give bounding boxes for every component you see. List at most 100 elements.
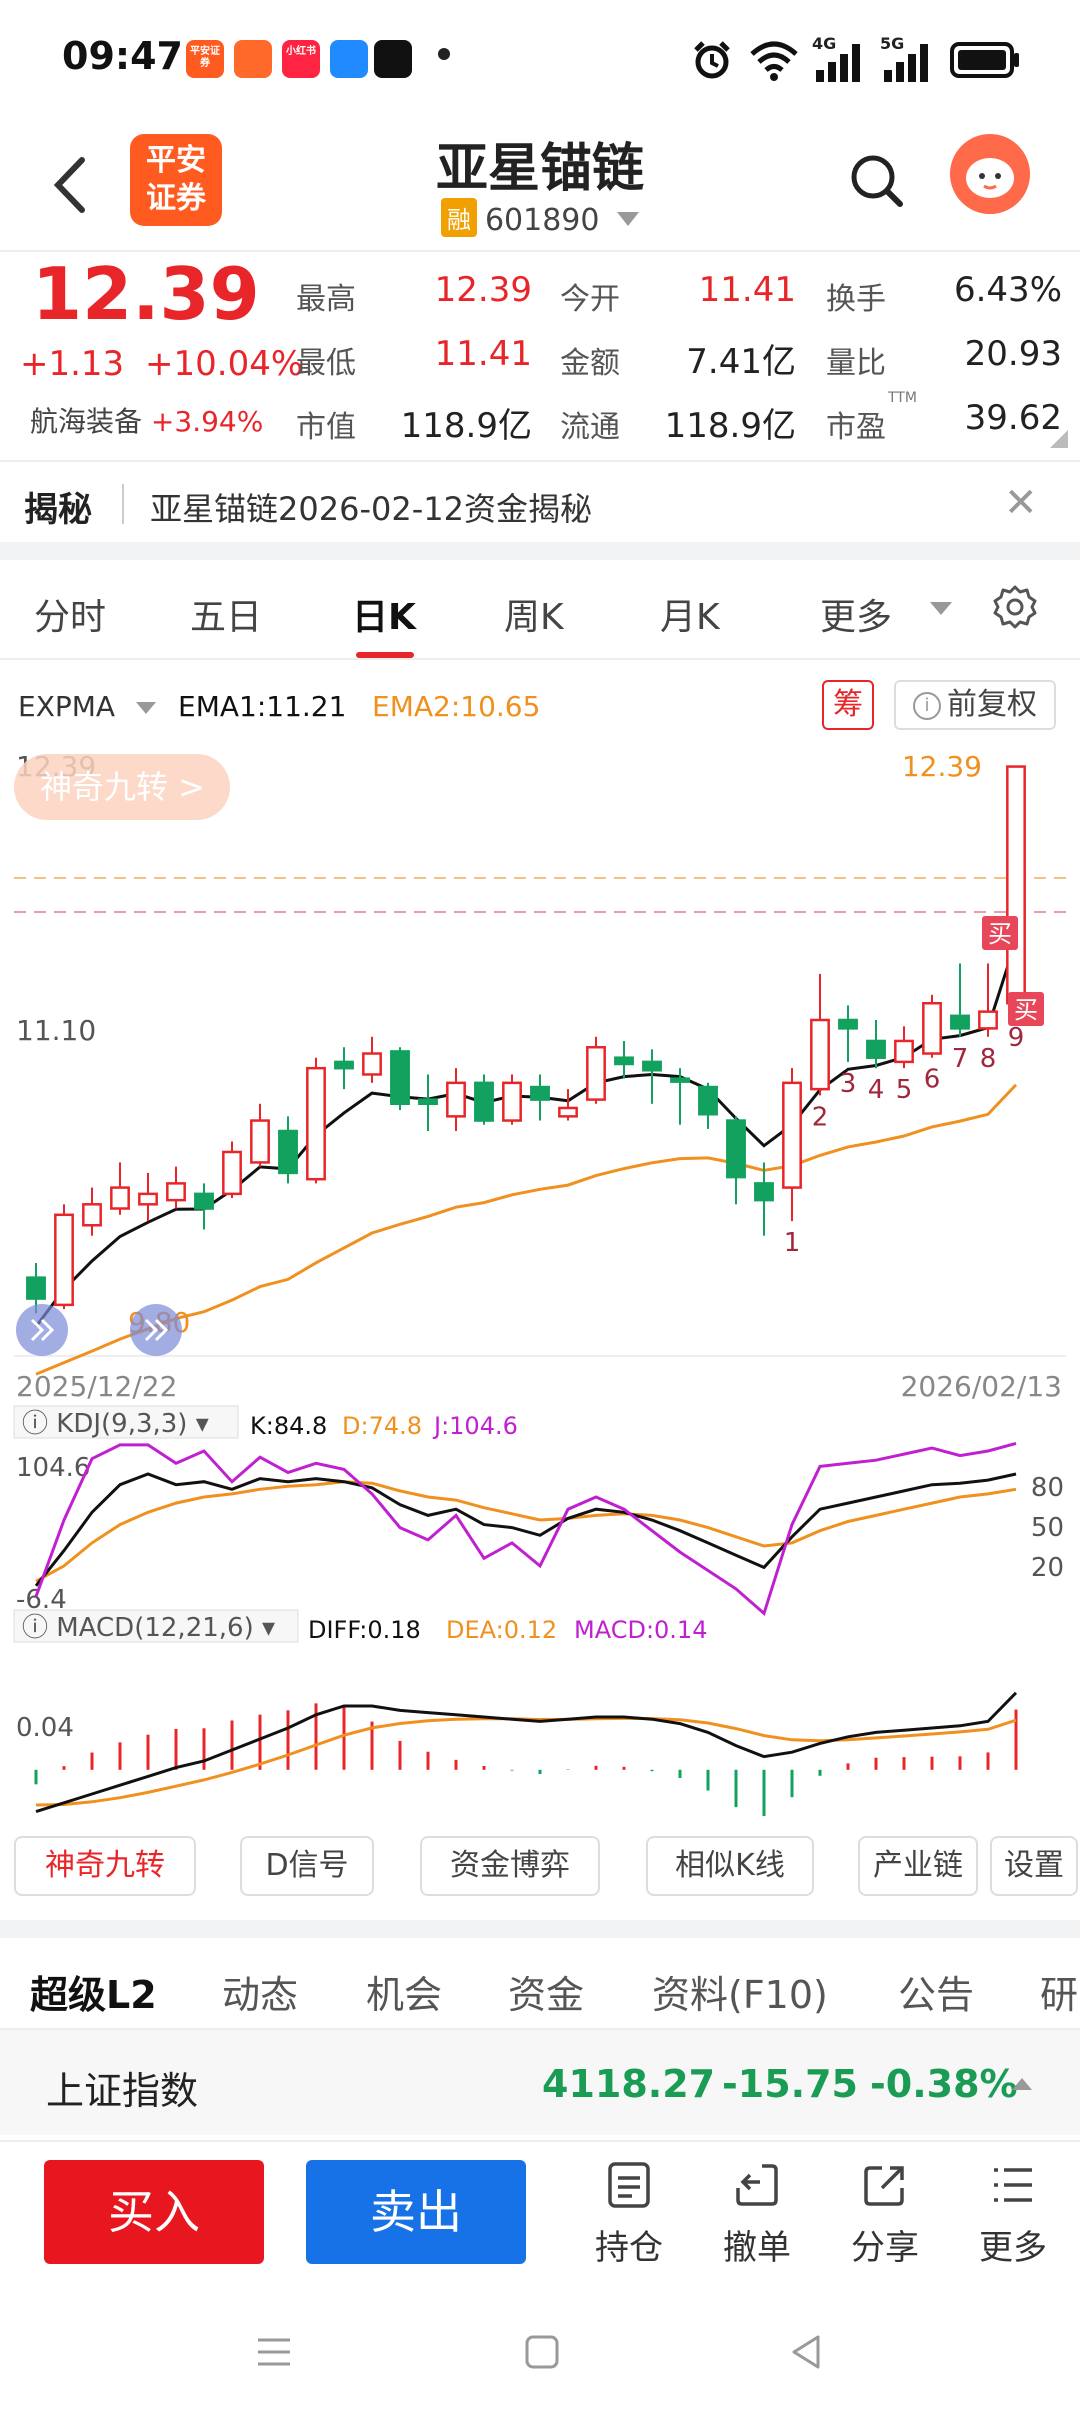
info-tab[interactable]: 机会 <box>366 1973 443 2017</box>
candle[interactable] <box>670 1068 690 1125</box>
broker-logo[interactable]: 平安 证券 <box>130 134 222 226</box>
tool-button[interactable]: 神奇九转 <box>14 1836 196 1896</box>
fullscreen-icon[interactable] <box>130 1304 182 1356</box>
candle[interactable] <box>922 994 942 1058</box>
tool-button[interactable]: 相似K线 <box>646 1836 814 1896</box>
tool-button[interactable]: D信号 <box>240 1836 374 1896</box>
tab-period[interactable]: 五日 <box>190 597 263 638</box>
indicator-chevron-icon[interactable] <box>136 702 156 714</box>
info-tab[interactable]: 动态 <box>222 1973 299 2017</box>
candle[interactable] <box>978 963 998 1037</box>
tool-button[interactable]: 资金博弈 <box>420 1836 600 1896</box>
stock-code-selector[interactable]: 融 601890 <box>0 198 1080 238</box>
candle[interactable] <box>754 1162 774 1236</box>
candle[interactable] <box>306 1057 326 1184</box>
tool-button[interactable]: 设置 <box>990 1836 1078 1896</box>
recent-apps-icon[interactable] <box>254 2332 294 2372</box>
candle[interactable] <box>950 963 970 1037</box>
tab-period[interactable]: 月K <box>660 597 720 638</box>
tab-period[interactable]: 分时 <box>34 597 107 638</box>
info-tab[interactable]: 研 <box>1040 1973 1079 2017</box>
index-ticker[interactable]: 上证指数 4118.27 -15.75 -0.38% <box>0 2030 1080 2135</box>
candle[interactable] <box>250 1103 270 1167</box>
buy-marker[interactable]: 买 <box>1008 992 1044 1026</box>
candle[interactable] <box>418 1074 438 1132</box>
stat-value: 118.9亿 <box>400 406 532 446</box>
candle[interactable] <box>474 1074 494 1125</box>
positions-button[interactable]: 持仓 <box>584 2160 674 2269</box>
candle[interactable] <box>502 1074 522 1125</box>
logo-line1: 平安 <box>146 143 206 178</box>
search-icon[interactable] <box>846 150 906 210</box>
buy-button[interactable]: 买入 <box>44 2160 264 2264</box>
ema1-value: EMA1:11.21 <box>178 690 347 723</box>
expand-corner-icon[interactable] <box>1050 430 1068 448</box>
candle[interactable] <box>334 1047 354 1090</box>
candle[interactable] <box>614 1040 634 1079</box>
date-start-label: 2025/12/22 <box>16 1370 177 1403</box>
info-tab[interactable]: 资料(F10) <box>652 1973 828 2017</box>
tab-period[interactable]: 周K <box>504 597 564 638</box>
magic-nine-badge[interactable]: 神奇九转 > <box>14 754 230 820</box>
tool-button[interactable]: 产业链 <box>858 1836 978 1896</box>
more-chevron-icon[interactable] <box>930 602 952 615</box>
sector-info[interactable]: 航海装备 +3.94% <box>30 400 263 440</box>
candle[interactable] <box>138 1172 158 1222</box>
candle[interactable] <box>1006 765 1026 1016</box>
candle[interactable] <box>278 1116 298 1184</box>
share-button[interactable]: 分享 <box>840 2160 930 2269</box>
macd-header[interactable]: ⓘ MACD(12,21,6) ▾ <box>13 1609 299 1643</box>
section-gap <box>0 542 1080 560</box>
candle[interactable] <box>110 1162 130 1215</box>
kline-chart[interactable]: 123456789买买12.3911.1012.399.802025/12/22… <box>0 740 1080 1830</box>
tab-period[interactable]: 日K <box>352 597 416 638</box>
back-nav-icon[interactable] <box>786 2332 826 2372</box>
candle[interactable] <box>362 1036 382 1083</box>
candle[interactable] <box>166 1166 186 1209</box>
candle[interactable] <box>782 1068 802 1222</box>
candle[interactable] <box>726 1116 746 1205</box>
candle[interactable] <box>838 1005 858 1062</box>
home-icon[interactable] <box>522 2332 562 2372</box>
candle[interactable] <box>530 1074 550 1121</box>
buy-marker[interactable]: 买 <box>982 916 1018 950</box>
candle[interactable] <box>222 1141 242 1199</box>
tab-period[interactable]: 更多 <box>820 597 893 638</box>
candle[interactable] <box>558 1089 578 1121</box>
gear-icon[interactable] <box>990 582 1040 632</box>
candle[interactable] <box>586 1036 606 1104</box>
candle[interactable] <box>390 1047 410 1111</box>
candle[interactable] <box>54 1204 74 1310</box>
kdj-header[interactable]: ⓘ KDJ(9,3,3) ▾ <box>13 1405 239 1439</box>
info-tab[interactable]: 超级L2 <box>30 1973 157 2017</box>
macd-name: ⓘ MACD(12,21,6) ▾ <box>22 1613 275 1643</box>
info-tab[interactable]: 公告 <box>898 1973 975 2017</box>
candle[interactable] <box>446 1068 466 1132</box>
candle[interactable] <box>810 973 830 1096</box>
notice-text[interactable]: 亚星锚链2026-02-12资金揭秘 <box>150 490 592 528</box>
sell-button[interactable]: 卖出 <box>306 2160 526 2264</box>
info-tab[interactable]: 资金 <box>508 1973 585 2017</box>
last-price: 12.39 <box>32 252 260 336</box>
tool-buttons: 神奇九转 D信号 资金博弈 相似K线 产业链 设置 <box>0 1836 1080 1896</box>
candle[interactable] <box>866 1020 886 1069</box>
chip-button[interactable]: 筹 <box>822 680 874 730</box>
candle[interactable] <box>82 1187 102 1236</box>
candle[interactable] <box>894 1026 914 1069</box>
back-arrow-icon[interactable] <box>40 150 100 220</box>
close-icon[interactable]: ✕ <box>1004 480 1038 526</box>
candle[interactable] <box>642 1049 662 1104</box>
adjust-button[interactable]: i 前复权 <box>894 680 1056 730</box>
chevron-up-icon[interactable] <box>1012 2078 1032 2090</box>
more-button[interactable]: 更多 <box>968 2160 1058 2269</box>
expand-sidebar-icon[interactable] <box>16 1304 68 1356</box>
candle[interactable] <box>194 1183 214 1230</box>
stat-value: 12.39 <box>434 270 532 310</box>
stat-label: 量比 <box>826 346 886 381</box>
indicator-selector[interactable]: EXPMA <box>18 690 116 723</box>
assistant-avatar-icon[interactable] <box>950 134 1030 214</box>
candle[interactable] <box>698 1082 718 1129</box>
kdj-j-line <box>34 1441 1017 1617</box>
fund-reveal-notice[interactable]: 揭秘 亚星锚链2026-02-12资金揭秘 ✕ <box>0 460 1080 540</box>
cancel-order-button[interactable]: 撤单 <box>712 2160 802 2269</box>
